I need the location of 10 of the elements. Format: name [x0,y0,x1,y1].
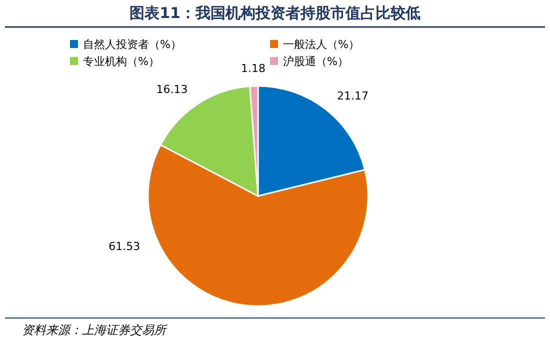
chart-title: 图表11：我国机构投资者持股市值占比较低 [130,4,420,22]
legend-label: 自然人投资者（%） [83,38,182,51]
legend-label: 专业机构（%） [83,55,160,68]
text: 资料来源：上海证券交易所 [22,323,168,337]
data-label: 61.53 [108,240,140,253]
legend-label: 一般法人（%） [283,38,360,51]
legend-label: 沪股通（%） [283,55,348,68]
data-label: 16.13 [156,82,188,96]
data-label: 1.18 [241,62,266,76]
data-label: 21.17 [336,89,368,102]
